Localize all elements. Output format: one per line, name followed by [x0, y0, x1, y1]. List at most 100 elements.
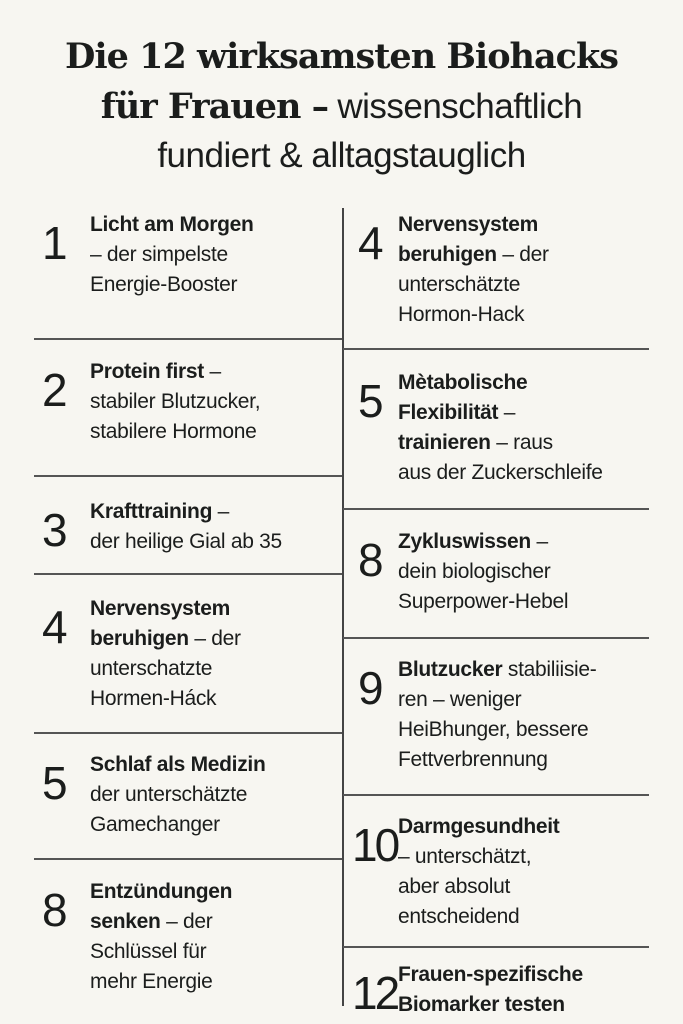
item-number: 12 [352, 967, 400, 1019]
row-divider [343, 637, 649, 639]
item-text: Licht am Morgen – der simpelste Energie-Bo… [90, 210, 254, 300]
item-regular-text: der heilige Gial ab 35 [90, 530, 282, 553]
item-text: Entzündungen senken – der Schlüssel für meh… [90, 877, 233, 997]
item-line: Protein first – [90, 357, 260, 387]
item-regular-text: – [498, 401, 516, 424]
row-divider [34, 573, 342, 575]
item-bold-text: trainieren [398, 431, 491, 454]
row-divider [343, 794, 649, 796]
item-regular-text: – der [496, 243, 549, 266]
item-regular-text: – der simpelste [90, 243, 228, 266]
item-regular-text: Superpower-Hebel [398, 590, 569, 613]
item-number: 3 [42, 504, 68, 556]
title-line-2-serif: für Frauen – [100, 86, 329, 127]
item-line: trainieren – raus [398, 428, 603, 458]
title-line-2: für Frauen – wissenschaftlich [0, 86, 683, 127]
item-line: unterschatzte [90, 654, 241, 684]
item-regular-text: aber absolut [398, 875, 510, 898]
item-line: Gamechanger [90, 810, 265, 840]
item-bold-text: Zykluswissen [398, 530, 531, 553]
item-line: – unterschätzt, [398, 842, 560, 872]
item-line: Nervensystem [90, 594, 241, 624]
item-regular-text: ren – weniger [398, 688, 522, 711]
item-text: Nervensystem beruhigen – der unterschatzte… [90, 594, 241, 714]
item-text: Zykluswissen – dein biologischer Superpowe… [398, 527, 569, 617]
item-bold-text: Blutzucker [398, 658, 503, 681]
item-number: 10 [352, 819, 400, 871]
item-regular-text: Hormen-Háck [90, 687, 217, 710]
row-divider [34, 338, 342, 340]
item-bold-text: Nervensystem [398, 213, 538, 236]
item-line: Krafttraining – [90, 497, 282, 527]
item-text: Krafttraining – der heilige Gial ab 35 [90, 497, 282, 557]
item-line: Hormen-Háck [90, 684, 241, 714]
item-text: Mètabolische Flexibilität – trainieren – r… [398, 368, 603, 488]
item-number: 4 [358, 217, 384, 269]
item-regular-text: – der [160, 910, 213, 933]
item-line: Schlaf als Medizin [90, 750, 266, 780]
item-regular-text: der unterschätzte [90, 783, 248, 806]
item-bold-text: beruhigen [90, 627, 189, 650]
item-line: dein biologischer [398, 557, 568, 587]
row-divider [34, 475, 342, 477]
item-regular-text: – [212, 500, 230, 523]
item-number: 9 [358, 662, 384, 714]
item-line: Frauen-spezifische [398, 960, 583, 990]
item-line: mehr Energie [90, 967, 232, 997]
item-line: unterschätzte [398, 270, 549, 300]
item-bold-text: Biomarker testen [398, 993, 565, 1016]
item-bold-text: Schlaf als Medizin [90, 753, 266, 776]
item-bold-text: Entzündungen [90, 880, 233, 903]
item-text: Blutzucker stabiliisie-ren – weniger HeiB… [398, 655, 597, 775]
item-bold-text: Nervensystem [90, 597, 230, 620]
row-divider [34, 732, 342, 734]
item-regular-text: Hormon-Hack [398, 303, 525, 326]
item-bold-text: Frauen-spezifische [398, 963, 583, 986]
item-regular-text: mehr Energie [90, 970, 213, 993]
item-number: 1 [42, 217, 68, 269]
item-bold-text: Licht am Morgen [90, 213, 254, 236]
row-divider [343, 946, 649, 948]
item-bold-text: beruhigen [398, 243, 497, 266]
row-divider [34, 858, 342, 860]
item-regular-text: – raus [490, 431, 553, 454]
row-divider [343, 508, 649, 510]
item-line: der unterschätzte [90, 780, 265, 810]
item-regular-text: – unterschätzt, [398, 845, 532, 868]
item-line: ren – weniger [398, 685, 597, 715]
item-number: 8 [358, 534, 384, 586]
item-bold-text: senken [90, 910, 161, 933]
item-regular-text: HeiBhunger, bessere [398, 718, 589, 741]
item-bold-text: Flexibilität [398, 401, 499, 424]
item-text: Schlaf als Medizin der unterschätzte Gamec… [90, 750, 266, 840]
item-line: Fettverbrennung [398, 745, 597, 775]
item-number: 8 [42, 884, 68, 936]
item-text: Nervensystem beruhigen – der unterschätzte… [398, 210, 549, 330]
item-line: Nervensystem [398, 210, 549, 240]
item-line: Superpower-Hebel [398, 587, 569, 617]
title-line-3: fundiert & alltagstauglich [157, 136, 526, 175]
item-regular-text: stabiler Blutzucker, [90, 390, 261, 413]
item-regular-text: Gamechanger [90, 813, 220, 836]
column-divider [342, 208, 344, 1006]
item-regular-text: unterschatzte [90, 657, 213, 680]
item-bold-text: Mètabolische [398, 371, 528, 394]
item-line: senken – der [90, 907, 232, 937]
item-line: der heilige Gial ab 35 [90, 527, 282, 557]
item-line: Hormon-Hack [398, 300, 549, 330]
item-bold-text: Protein first [90, 360, 204, 383]
item-line: Biomarker testen [398, 990, 583, 1020]
item-regular-text: Schlüssel für [90, 940, 207, 963]
item-regular-text: aus der Zuckerschleife [398, 461, 603, 484]
item-regular-text: dein biologischer [398, 560, 551, 583]
item-bold-text: Krafttraining [90, 500, 213, 523]
item-line: – der simpelste [90, 240, 254, 270]
item-line: Licht am Morgen [90, 210, 254, 240]
item-number: 4 [42, 601, 68, 653]
item-regular-text: entscheidend [398, 905, 520, 928]
item-number: 5 [358, 375, 384, 427]
item-line: Mètabolische [398, 368, 603, 398]
item-regular-text: Energie-Booster [90, 273, 238, 296]
title-line-2-sans: wissenschaftlich [337, 87, 583, 126]
item-line: beruhigen – der [90, 624, 241, 654]
